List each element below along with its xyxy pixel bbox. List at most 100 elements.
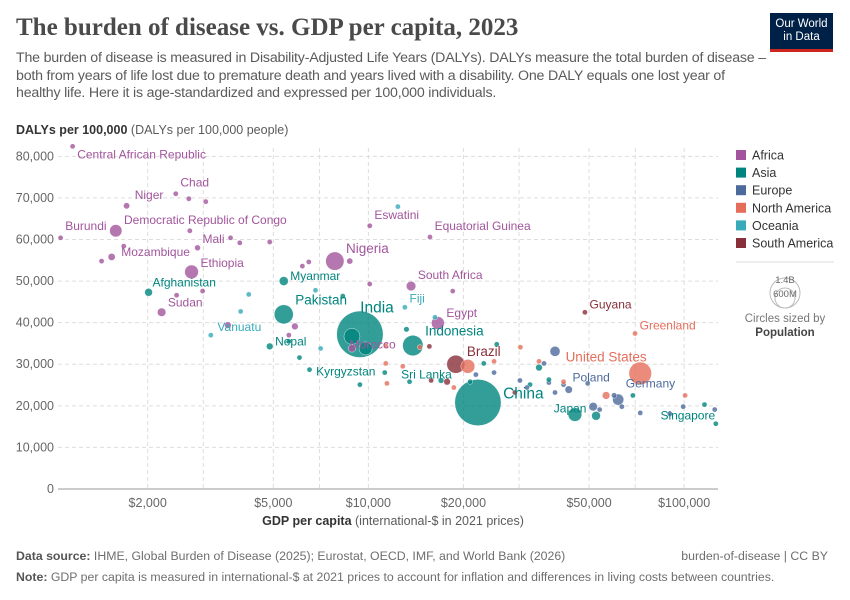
data-point[interactable] [517, 377, 523, 384]
data-point[interactable] [588, 402, 598, 412]
data-point[interactable] [426, 343, 433, 350]
data-point[interactable] [552, 389, 558, 396]
data-point[interactable] [493, 341, 500, 348]
country-label[interactable]: Singapore [660, 409, 715, 423]
data-point[interactable] [279, 276, 289, 286]
data-point[interactable] [317, 345, 324, 352]
data-point[interactable] [403, 326, 410, 333]
data-point[interactable] [596, 406, 603, 413]
data-point[interactable] [611, 392, 618, 399]
country-label[interactable]: Eswatini [374, 208, 419, 222]
data-point[interactable] [630, 392, 636, 399]
data-point[interactable] [291, 322, 299, 330]
legend-item-south-america[interactable]: South America [752, 237, 833, 251]
country-label[interactable]: India [360, 299, 394, 316]
data-point[interactable] [399, 363, 406, 370]
data-point[interactable] [69, 143, 76, 150]
country-label[interactable]: United States [566, 349, 647, 364]
data-point[interactable] [208, 332, 214, 338]
legend-item-africa[interactable]: Africa [752, 149, 784, 163]
data-point[interactable] [711, 406, 718, 413]
data-point[interactable] [384, 380, 390, 387]
data-point[interactable] [194, 244, 201, 251]
owid-logo[interactable]: Our World in Data [770, 13, 833, 52]
country-label[interactable]: Niger [135, 188, 164, 202]
data-point[interactable] [535, 364, 543, 372]
data-point[interactable] [306, 366, 313, 373]
data-point[interactable] [546, 376, 552, 383]
data-point[interactable] [340, 293, 346, 299]
data-point[interactable] [123, 202, 130, 210]
data-point[interactable] [187, 227, 193, 234]
data-point[interactable] [682, 392, 688, 399]
country-label[interactable]: Pakistan [295, 292, 347, 307]
data-point[interactable] [701, 401, 708, 408]
data-source-text[interactable]: IHME, Global Burden of Disease (2025); E… [93, 549, 566, 563]
data-point[interactable] [357, 381, 363, 388]
data-point[interactable] [667, 410, 673, 417]
data-point[interactable] [325, 251, 345, 271]
data-point[interactable] [432, 314, 438, 321]
country-label[interactable]: South Africa [418, 268, 483, 282]
data-point[interactable] [120, 243, 127, 249]
data-point[interactable] [713, 420, 719, 427]
data-point[interactable] [366, 281, 373, 287]
country-label[interactable]: Nigeria [346, 241, 389, 256]
data-point[interactable] [402, 304, 408, 311]
legend-swatch[interactable] [736, 167, 746, 178]
country-label[interactable]: Mozambique [121, 245, 190, 259]
data-point[interactable] [437, 377, 445, 384]
legend-swatch[interactable] [736, 220, 746, 231]
data-point[interactable] [144, 288, 153, 297]
country-label[interactable]: Indonesia [425, 324, 484, 339]
data-point[interactable] [454, 379, 502, 426]
data-point[interactable] [619, 403, 625, 410]
data-point[interactable] [236, 240, 243, 246]
data-point[interactable] [491, 358, 497, 365]
country-label[interactable]: Chad [180, 176, 209, 190]
data-point[interactable] [109, 224, 123, 238]
country-label[interactable]: Nepal [275, 334, 306, 348]
data-point[interactable] [449, 288, 456, 294]
data-point[interactable] [237, 308, 244, 315]
country-label[interactable]: Morocco [350, 337, 396, 351]
legend-item-north-america[interactable]: North America [752, 201, 831, 215]
chart-slug-license[interactable]: burden-of-disease | CC BY [681, 549, 828, 563]
data-point[interactable] [202, 198, 209, 205]
legend-swatch[interactable] [736, 150, 746, 160]
data-point[interactable] [517, 344, 524, 350]
data-point[interactable] [564, 385, 573, 394]
data-point[interactable] [460, 359, 476, 374]
data-point[interactable] [348, 344, 356, 353]
country-label[interactable]: Fiji [409, 291, 424, 305]
data-point[interactable] [428, 377, 434, 384]
data-point[interactable] [480, 360, 487, 367]
data-point[interactable] [274, 304, 294, 325]
data-point[interactable] [381, 369, 388, 376]
data-point[interactable] [266, 239, 273, 245]
data-point[interactable] [680, 403, 686, 410]
data-point[interactable] [224, 321, 232, 329]
country-label[interactable]: Equatorial Guinea [435, 219, 531, 233]
data-point[interactable] [560, 378, 567, 385]
data-point[interactable] [395, 203, 401, 210]
data-point[interactable] [427, 234, 433, 240]
country-label[interactable]: China [503, 386, 544, 403]
data-point[interactable] [473, 371, 479, 378]
data-point[interactable] [358, 341, 373, 356]
country-label[interactable]: Japan [554, 402, 587, 416]
legend-swatch[interactable] [736, 185, 746, 196]
country-label[interactable]: Egypt [446, 306, 477, 320]
data-point[interactable] [628, 361, 652, 385]
data-point[interactable] [346, 257, 354, 265]
data-point[interactable] [402, 335, 424, 356]
country-label[interactable]: Afghanistan [153, 275, 216, 289]
data-point[interactable] [199, 288, 206, 294]
data-point[interactable] [382, 342, 389, 349]
data-point[interactable] [584, 380, 591, 387]
country-label[interactable]: Mali [202, 232, 224, 246]
data-point[interactable] [536, 358, 542, 365]
country-label[interactable]: Sudan [168, 295, 203, 309]
data-point[interactable] [512, 389, 518, 396]
data-point[interactable] [98, 258, 105, 264]
